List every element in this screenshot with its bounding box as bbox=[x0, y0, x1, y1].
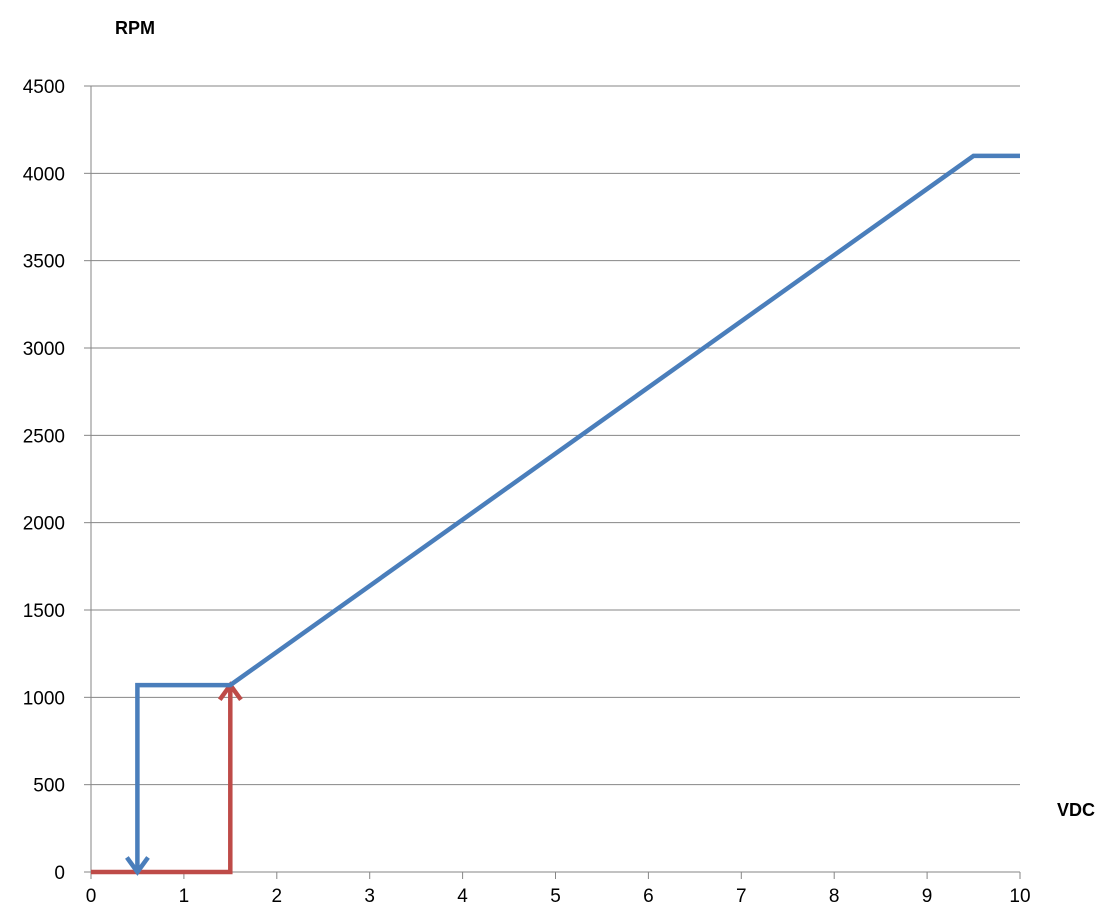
series-line-0 bbox=[135, 153, 1020, 872]
x-tick-label: 8 bbox=[829, 886, 840, 907]
x-axis-title: VDC bbox=[1057, 800, 1095, 820]
y-tick-label: 1000 bbox=[23, 688, 65, 709]
y-tick-label: 0 bbox=[54, 863, 65, 884]
x-tick-label: 3 bbox=[364, 886, 375, 907]
x-tick-label: 0 bbox=[86, 886, 97, 907]
y-tick-label: 3000 bbox=[23, 339, 65, 360]
grid bbox=[91, 85, 1020, 786]
series-arrowhead-0 bbox=[125, 856, 150, 876]
y-tick-label: 1500 bbox=[23, 601, 65, 622]
y-tick-label: 500 bbox=[33, 776, 65, 797]
x-tick-label: 6 bbox=[643, 886, 654, 907]
tick-labels: 0 500 1000 1500 2000 2500 3000 3500 4000 4500 0 1 2 3… bbox=[23, 77, 1031, 907]
x-tick-label: 7 bbox=[736, 886, 747, 907]
x-tick-label: 4 bbox=[457, 886, 468, 907]
y-tick-label: 4500 bbox=[23, 77, 65, 98]
y-tick-label: 2000 bbox=[23, 514, 65, 535]
y-tick-label: 4000 bbox=[23, 164, 65, 185]
series-line-1 bbox=[91, 685, 233, 875]
x-tick-label: 10 bbox=[1009, 886, 1030, 907]
y-axis-title: RPM bbox=[115, 18, 155, 38]
axes bbox=[84, 85, 1021, 879]
x-tick-label: 5 bbox=[550, 886, 561, 907]
y-tick-label: 3500 bbox=[23, 252, 65, 273]
x-tick-label: 9 bbox=[922, 886, 933, 907]
x-tick-label: 2 bbox=[272, 886, 283, 907]
x-tick-label: 1 bbox=[179, 886, 190, 907]
series-layer bbox=[91, 153, 1020, 876]
y-tick-label: 2500 bbox=[23, 426, 65, 447]
